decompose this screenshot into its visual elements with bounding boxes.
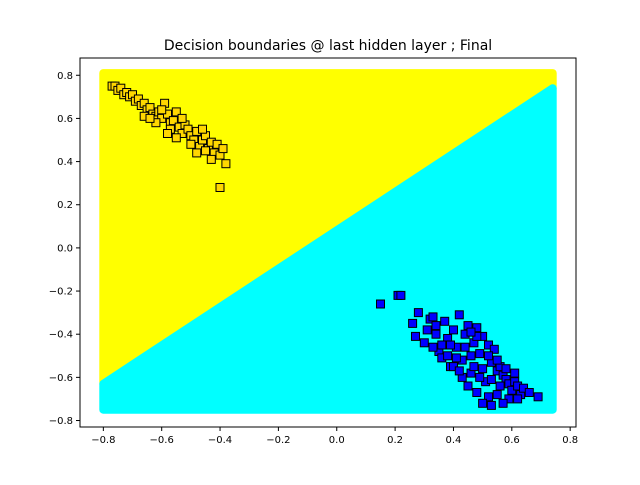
data-point (454, 310, 464, 320)
data-point (492, 355, 502, 365)
y-tick-label: −0.4 (49, 330, 73, 341)
data-point (171, 133, 181, 143)
data-point (408, 318, 418, 328)
y-tick-label: −0.2 (49, 287, 73, 298)
data-point (221, 159, 231, 169)
data-point (498, 398, 508, 408)
data-point (163, 129, 172, 138)
x-tick-label: 0.0 (329, 435, 345, 446)
data-point (513, 394, 523, 404)
y-tick-label: −0.6 (49, 373, 73, 384)
data-series (107, 81, 543, 410)
data-point (428, 342, 438, 352)
data-point (440, 316, 450, 326)
y-tick-label: 0.0 (57, 243, 73, 254)
data-point (463, 381, 473, 391)
data-point (201, 146, 210, 156)
data-point (428, 312, 438, 322)
x-tick-label: −0.4 (208, 435, 232, 446)
data-point (492, 390, 502, 400)
y-tick-label: 0.8 (57, 71, 73, 82)
data-point (449, 325, 458, 335)
data-point (489, 344, 499, 354)
data-point (419, 338, 429, 348)
data-point (215, 183, 225, 192)
data-point (198, 124, 207, 134)
data-point (157, 105, 167, 115)
data-point (446, 340, 455, 350)
y-tick-label: −0.8 (49, 416, 73, 427)
plot-frame (79, 57, 577, 428)
x-tick-label: 0.4 (446, 435, 462, 446)
y-tick-label: 0.4 (57, 157, 73, 168)
data-point (411, 331, 420, 341)
data-point (486, 375, 496, 384)
data-point (431, 321, 441, 331)
data-point (469, 362, 479, 372)
data-point (475, 349, 485, 359)
x-tick-label: 0.2 (387, 435, 403, 446)
data-point (413, 308, 423, 318)
data-point (186, 139, 196, 149)
data-point (168, 116, 178, 126)
series-2 (376, 290, 543, 410)
data-point (486, 400, 496, 410)
data-point (472, 388, 482, 397)
data-point (478, 398, 488, 408)
data-point (145, 113, 155, 123)
data-point (422, 325, 432, 335)
axes: −0.8 −0.6 −0.4 −0.2 0.0 0.2 0.4 0.6 0.8 −0.8 −0.6 −… (49, 57, 578, 446)
data-point (495, 381, 505, 391)
data-point (510, 368, 520, 378)
data-point (484, 392, 493, 402)
data-point (437, 340, 447, 350)
data-point (451, 353, 461, 363)
y-tick-label: 0.2 (57, 200, 73, 211)
chart-title: Decision boundaries @ last hidden layer … (164, 38, 492, 54)
data-point (218, 144, 228, 154)
y-tick-label: 0.6 (57, 114, 73, 125)
data-point (376, 299, 385, 309)
x-tick-label: −0.2 (266, 435, 290, 446)
data-point (206, 154, 216, 164)
x-tick-label: 0.8 (562, 435, 578, 446)
data-point (171, 107, 181, 117)
data-point (192, 148, 202, 158)
data-point (396, 290, 406, 300)
data-point (533, 392, 543, 402)
data-point (475, 372, 485, 382)
data-point (177, 113, 187, 123)
data-point (466, 327, 476, 337)
data-point (431, 329, 441, 339)
data-point (524, 388, 534, 397)
data-point (478, 364, 488, 374)
data-point (454, 366, 464, 376)
data-point (501, 364, 511, 374)
data-point (466, 351, 476, 361)
series-1 (107, 81, 231, 192)
x-tick-label: −0.8 (91, 435, 115, 446)
data-point (484, 351, 493, 361)
x-tick-label: −0.6 (150, 435, 174, 446)
data-point (460, 342, 470, 352)
data-point (443, 351, 453, 361)
x-tick-label: 0.6 (504, 435, 520, 446)
